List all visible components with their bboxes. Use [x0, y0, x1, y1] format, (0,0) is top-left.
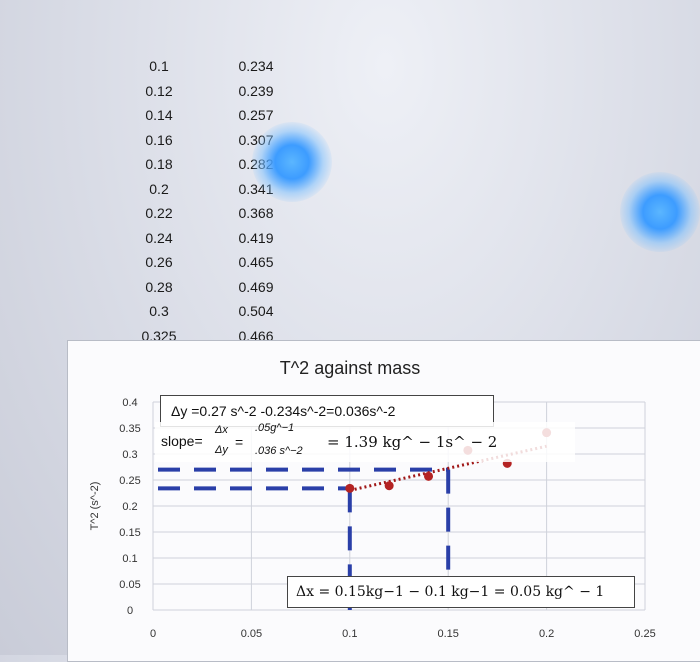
- table-cell-mass: 0.12: [145, 82, 173, 99]
- y-tick-label: 0.15: [119, 527, 140, 539]
- table-cell-mass: 0.22: [145, 205, 173, 221]
- dy-text: Δy =0.27 s^-2 -0.234s^-2=0.036s^-2: [171, 403, 396, 419]
- table-cell-mass: 0.28: [145, 278, 173, 295]
- dy-annotation: Δy =0.27 s^-2 -0.234s^-2=0.036s^-2: [160, 395, 494, 427]
- slope-annotation: slope= Δx Δy = .05g^−1 .036 s^−2 = 1.39 …: [155, 422, 575, 462]
- table-cell-t2: 0.465: [238, 254, 274, 270]
- slope-num: Δx: [215, 424, 228, 436]
- table-cell-mass: 0.325: [141, 327, 177, 344]
- slope-num2: .05g^−1: [255, 422, 295, 434]
- slope-label: slope=: [161, 433, 203, 449]
- chart-area: [67, 340, 700, 662]
- data-point: [424, 471, 434, 481]
- x-tick-label: 0.15: [437, 628, 458, 640]
- slope-result: = 1.39 kg^ − 1s^ − 2: [327, 433, 498, 451]
- x-tick-label: 0.1: [342, 628, 357, 640]
- y-tick-label: 0.1: [122, 553, 137, 565]
- x-tick-label: 0.2: [539, 628, 554, 640]
- dx-annotation: Δx = 0.15kg−1 − 0.1 kg−1 = 0.05 kg^ − 1: [287, 576, 635, 608]
- x-tick-label: 0.05: [241, 628, 262, 640]
- y-tick-label: 0.2: [122, 501, 137, 513]
- table-cell-mass: 0.1: [149, 58, 169, 74]
- table-cell-t2: 0.466: [238, 327, 274, 344]
- x-tick-label: 0.25: [634, 628, 655, 640]
- table-cell-mass: 0.2: [149, 180, 169, 197]
- trendline: [349, 444, 547, 492]
- table-cell-t2: 0.419: [238, 229, 274, 246]
- x-tick-label: 0: [150, 628, 156, 640]
- table-cell-mass: 0.16: [145, 131, 173, 148]
- data-point: [384, 481, 394, 491]
- y-tick-label: 0: [127, 605, 133, 617]
- y-tick-label: 0.25: [119, 475, 140, 487]
- table-cell-t2: 0.257: [238, 107, 274, 123]
- y-tick-label: 0.4: [122, 397, 137, 409]
- table-cell-mass: 0.24: [145, 229, 173, 246]
- y-tick-label: 0.35: [119, 423, 140, 435]
- table-cell-t2: 0.469: [238, 278, 274, 295]
- table-cell-mass: 0.14: [145, 107, 173, 123]
- table-cell-t2: 0.504: [238, 303, 274, 319]
- y-tick-label: 0.05: [119, 579, 140, 591]
- slope-den2: .036 s^−2: [255, 445, 303, 457]
- table-cell-t2: 0.368: [238, 205, 274, 221]
- table-cell-t2: 0.234: [238, 58, 274, 74]
- table-cell-mass: 0.26: [145, 254, 173, 270]
- chart-title: T^2 against mass: [279, 358, 421, 378]
- dx-text: Δx = 0.15kg−1 − 0.1 kg−1 = 0.05 kg^ − 1: [296, 584, 605, 600]
- slope-den: Δy: [215, 444, 228, 456]
- y-tick-label: 0.3: [122, 449, 137, 461]
- table-cell-mass: 0.3: [149, 303, 169, 319]
- y-axis-label: T^2 (s^-2): [89, 482, 101, 531]
- table-cell-mass: 0.18: [145, 156, 173, 172]
- table-cell-t2: 0.239: [238, 82, 274, 99]
- data-point: [345, 483, 355, 493]
